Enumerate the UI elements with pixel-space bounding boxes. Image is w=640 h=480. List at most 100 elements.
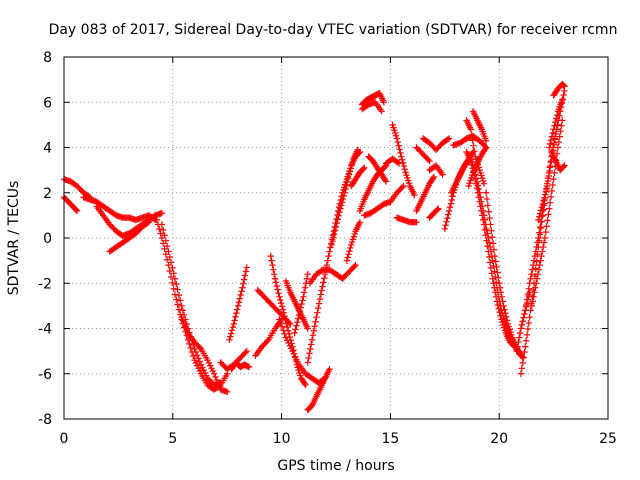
data-point [245, 363, 253, 371]
data-point [161, 232, 168, 239]
data-point [295, 311, 303, 319]
data-point [522, 343, 529, 350]
data-point [517, 325, 525, 332]
data-point [242, 268, 250, 275]
data-point [529, 261, 537, 269]
series-arc-19 [304, 366, 333, 414]
data-point [439, 171, 446, 178]
series-arc-52 [550, 80, 568, 99]
data-point [170, 285, 177, 292]
data-point [492, 279, 500, 286]
series-arc-30 [389, 121, 418, 199]
data-point [494, 269, 501, 276]
data-point [178, 302, 185, 310]
data-point [560, 91, 567, 99]
series-arc-45 [469, 108, 490, 144]
data-point [549, 129, 556, 137]
data-point [231, 317, 238, 324]
data-point [537, 257, 544, 264]
data-point [393, 135, 401, 142]
data-point [378, 108, 385, 115]
series-arc-23 [348, 164, 368, 190]
data-point [243, 264, 250, 271]
data-point [269, 261, 276, 269]
data-point [268, 257, 275, 264]
data-point [152, 212, 159, 219]
series-arc-6 [152, 212, 231, 393]
data-point [346, 247, 353, 255]
y-axis-label: SDTVAR / TECUs [6, 181, 22, 296]
data-point [309, 332, 317, 339]
data-point [489, 257, 496, 264]
data-point [472, 171, 479, 178]
data-point [270, 266, 277, 273]
data-point [338, 199, 346, 206]
data-point [546, 144, 553, 151]
data-point [434, 206, 441, 213]
data-point [476, 189, 483, 196]
data-point [542, 191, 549, 198]
data-point [536, 210, 544, 217]
data-point [532, 265, 539, 272]
data-point [325, 252, 332, 260]
data-point [236, 295, 244, 302]
data-point [425, 156, 432, 163]
data-point [552, 118, 559, 126]
data-point [489, 233, 496, 241]
data-point [543, 223, 550, 230]
data-point [234, 306, 241, 313]
data-point [549, 181, 556, 189]
data-point [240, 276, 248, 283]
data-point [347, 165, 354, 172]
data-point [483, 225, 490, 233]
series-arc-21 [328, 146, 361, 248]
data-point [196, 344, 203, 351]
data-point [304, 325, 311, 332]
data-point [344, 254, 351, 261]
data-point [534, 239, 541, 246]
data-point [240, 280, 247, 287]
data-point [535, 234, 542, 242]
data-point [486, 243, 494, 251]
data-point [304, 271, 311, 278]
data-point [501, 306, 508, 313]
data-point [553, 111, 561, 119]
data-point [445, 135, 453, 142]
data-point [227, 333, 234, 340]
data-point [235, 299, 243, 306]
data-point [524, 325, 532, 333]
series-arc-5 [106, 218, 153, 255]
x-tick-label: 15 [381, 431, 399, 447]
data-point [228, 327, 236, 334]
data-point [302, 381, 309, 389]
data-point [518, 365, 526, 372]
data-point [394, 138, 401, 146]
data-points [60, 80, 568, 414]
data-point [469, 137, 476, 144]
data-point [272, 279, 280, 286]
data-point [540, 239, 548, 246]
data-point [536, 223, 544, 231]
data-point [488, 227, 495, 234]
data-point [477, 194, 484, 201]
data-point [516, 329, 524, 337]
data-point [482, 145, 489, 153]
data-point [169, 264, 176, 272]
series-arc-35 [426, 205, 442, 221]
data-point [545, 169, 553, 177]
data-point [499, 298, 506, 305]
data-point [489, 240, 497, 247]
data-point [72, 206, 80, 214]
data-point [543, 185, 551, 192]
data-point [264, 337, 271, 345]
data-point [541, 234, 549, 242]
series-arc-11 [228, 359, 253, 373]
data-point [484, 202, 492, 209]
data-point [343, 257, 351, 264]
data-point [561, 83, 568, 90]
series-arc-27 [358, 99, 385, 115]
data-point [351, 263, 358, 270]
y-tick-label: 2 [43, 186, 52, 202]
data-point [467, 126, 475, 133]
x-tick-label: 10 [273, 431, 291, 447]
